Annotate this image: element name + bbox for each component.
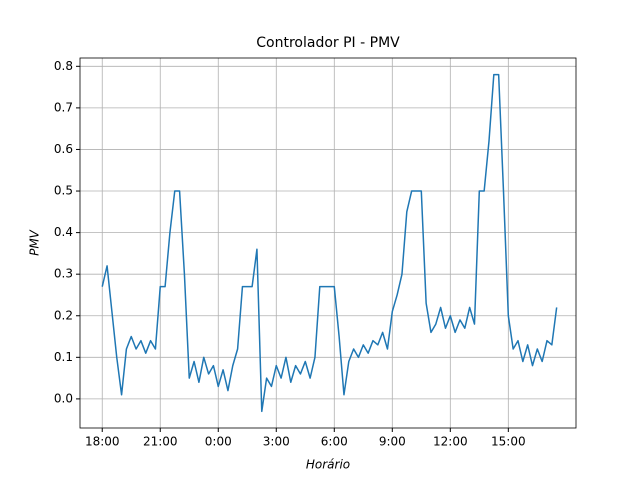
y-tick-label: 0.6 — [54, 142, 73, 156]
y-tick-label: 0.4 — [54, 225, 73, 239]
y-tick-label: 0.0 — [54, 391, 73, 405]
data-line — [101, 73, 558, 413]
y-tick-label: 0.5 — [54, 184, 73, 198]
x-tick-label: 18:00 — [85, 435, 120, 449]
x-tick-label: 6:00 — [321, 435, 348, 449]
y-axis-label: PMV — [28, 229, 42, 256]
x-axis-label: Horário — [306, 458, 350, 472]
y-tick-label: 0.2 — [54, 308, 73, 322]
plot-frame — [79, 57, 577, 429]
chart-title: Controlador PI - PMV — [256, 35, 400, 51]
x-tick-label: 15:00 — [491, 435, 526, 449]
x-tick-label: 9:00 — [379, 435, 406, 449]
y-tick-label: 0.7 — [54, 100, 73, 114]
y-tick-label: 0.3 — [54, 267, 73, 281]
x-tick-label: 12:00 — [433, 435, 468, 449]
x-tick-label: 3:00 — [263, 435, 290, 449]
y-tick-label: 0.8 — [54, 59, 73, 73]
x-tick-label: 21:00 — [143, 435, 178, 449]
y-tick-label: 0.1 — [54, 350, 73, 364]
x-tick-label: 0:00 — [205, 435, 232, 449]
